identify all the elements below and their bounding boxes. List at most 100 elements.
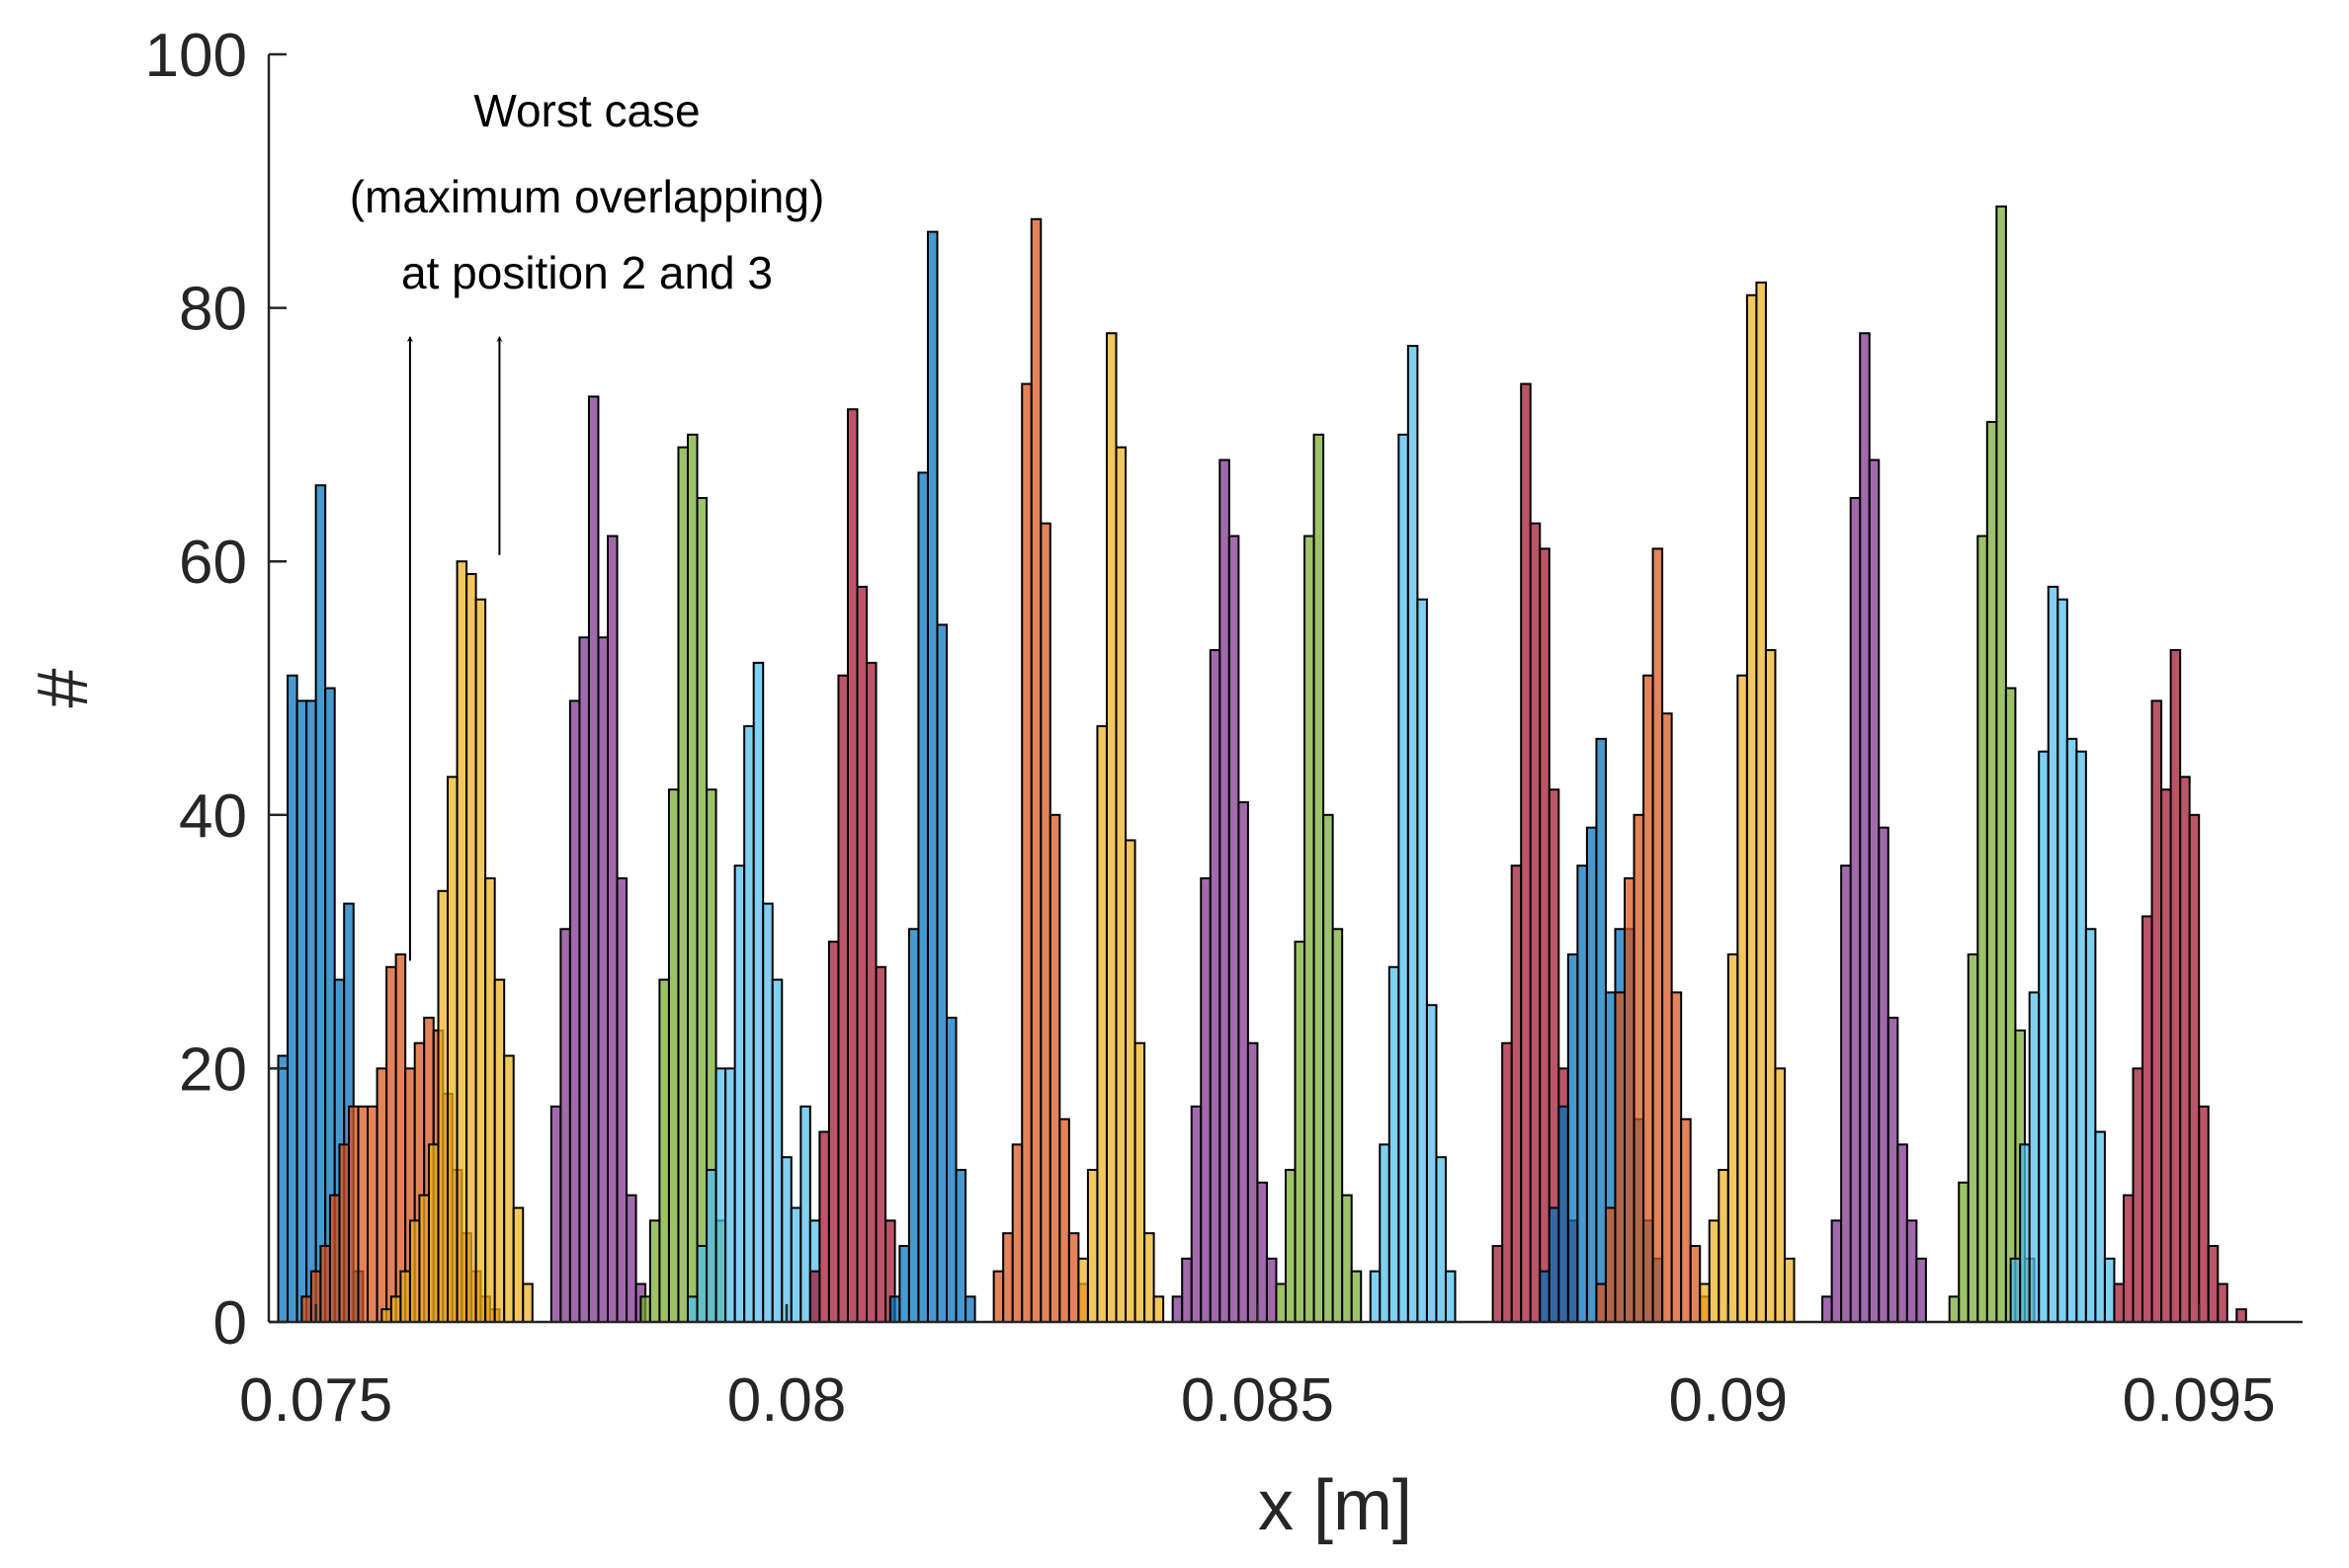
bar: [1190, 1105, 1203, 1324]
bar: [1021, 382, 1033, 1323]
bar: [300, 1295, 312, 1323]
bar: [926, 230, 939, 1323]
bar: [1995, 205, 2007, 1324]
bar: [2056, 598, 2068, 1323]
bar: [1237, 800, 1249, 1323]
bar: [2103, 1257, 2116, 1323]
x-axis-label: x [m]: [1258, 1466, 1412, 1545]
bar: [1958, 1181, 1970, 1323]
bar: [1040, 522, 1051, 1323]
bar: [1967, 952, 1979, 1323]
bar: [1774, 1067, 1786, 1324]
bar: [1896, 1143, 1908, 1323]
bar: [1633, 813, 1645, 1323]
bar: [549, 1105, 562, 1324]
bar: [493, 978, 506, 1324]
bar: [2160, 788, 2172, 1323]
bar: [936, 623, 948, 1323]
bar: [328, 1194, 341, 1323]
bar: [626, 1194, 637, 1323]
bar: [1209, 649, 1221, 1323]
bar: [837, 674, 849, 1323]
bar: [503, 1054, 515, 1323]
bar: [1501, 1041, 1513, 1323]
y-tick-label: 100: [145, 22, 247, 90]
bar: [1726, 952, 1739, 1323]
y-tick-label: 0: [213, 1289, 247, 1358]
bar: [724, 1067, 736, 1324]
bar: [818, 1130, 830, 1324]
bar: [1830, 1219, 1843, 1323]
bar: [1218, 458, 1230, 1323]
x-tick-label: 0.09: [1668, 1366, 1788, 1435]
bar: [1718, 1169, 1729, 1324]
bar: [965, 1295, 976, 1323]
bar: [380, 1308, 392, 1324]
y-tick-label: 20: [179, 1035, 247, 1104]
bar: [357, 1105, 370, 1324]
bar: [512, 1206, 525, 1324]
bar: [808, 1270, 821, 1324]
bar: [1566, 952, 1579, 1323]
bar: [1265, 1257, 1278, 1323]
bar: [667, 788, 680, 1323]
bar: [1557, 1105, 1569, 1324]
bar: [955, 1169, 967, 1324]
annotation: Worst case (maximum overlapping) at positi…: [350, 85, 824, 961]
bar: [1086, 1169, 1099, 1324]
bar: [1350, 1270, 1363, 1324]
bar: [1331, 928, 1344, 1324]
bar: [2188, 813, 2201, 1323]
bar: [1642, 674, 1654, 1323]
bar: [2047, 585, 2059, 1323]
bar: [437, 889, 450, 1324]
bar: [2207, 1245, 2220, 1324]
x-tick-label: 0.085: [1181, 1366, 1334, 1435]
bar: [2113, 1282, 2125, 1324]
bar: [385, 965, 397, 1323]
bar: [1425, 1004, 1438, 1323]
bar: [1030, 217, 1043, 1323]
bar: [1736, 674, 1748, 1323]
series-21: [2113, 649, 2247, 1324]
bar: [1840, 865, 1852, 1323]
bar: [1416, 598, 1428, 1323]
bar: [1595, 1282, 1607, 1324]
x-tick-label: 0.08: [727, 1366, 847, 1435]
bar: [696, 1245, 709, 1324]
bar: [1105, 332, 1118, 1323]
bar: [946, 1017, 958, 1323]
bar: [1322, 813, 1334, 1323]
bar: [1406, 345, 1419, 1323]
ticks: 0 20 40 60 80 100 0.075 0.08 0.085 0.09 0.095 x [m]…: [24, 22, 2276, 1545]
bar: [399, 1270, 411, 1324]
bar: [648, 1219, 661, 1323]
bar: [2122, 1194, 2135, 1323]
bar: [790, 1206, 802, 1324]
bar: [347, 1105, 360, 1324]
bar: [686, 1295, 699, 1323]
bar: [2235, 1308, 2247, 1324]
bar: [733, 865, 746, 1323]
bar: [1520, 382, 1532, 1323]
bar: [1651, 547, 1664, 1323]
bar: [456, 560, 468, 1323]
bar: [1670, 991, 1683, 1323]
bar: [1529, 522, 1542, 1323]
series-13: [1369, 345, 1457, 1324]
x-tick-label: 0.095: [2123, 1366, 2276, 1435]
bar: [1143, 1232, 1155, 1323]
bar: [917, 471, 929, 1323]
bar: [418, 1194, 430, 1323]
series-9: [992, 217, 1089, 1324]
bar: [1067, 1232, 1080, 1323]
bar: [1585, 826, 1598, 1323]
bar: [1397, 433, 1409, 1323]
bar: [597, 636, 609, 1323]
bar: [2217, 1282, 2228, 1324]
bar: [2141, 915, 2153, 1323]
bar: [799, 1105, 811, 1324]
bar: [2065, 737, 2078, 1323]
bar: [559, 928, 571, 1324]
